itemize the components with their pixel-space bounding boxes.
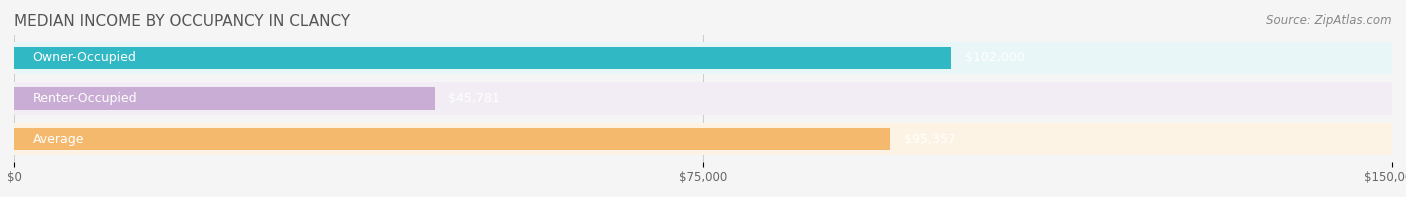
Text: Owner-Occupied: Owner-Occupied [32, 51, 136, 64]
Text: $95,357: $95,357 [904, 133, 956, 146]
Text: MEDIAN INCOME BY OCCUPANCY IN CLANCY: MEDIAN INCOME BY OCCUPANCY IN CLANCY [14, 14, 350, 29]
Bar [14, 128, 890, 150]
Text: Renter-Occupied: Renter-Occupied [32, 92, 136, 105]
Bar [14, 47, 950, 69]
Bar [14, 123, 1392, 155]
Bar [14, 42, 1392, 74]
Text: $102,000: $102,000 [965, 51, 1025, 64]
Text: $45,781: $45,781 [449, 92, 501, 105]
Text: Source: ZipAtlas.com: Source: ZipAtlas.com [1267, 14, 1392, 27]
Bar [14, 87, 434, 110]
Text: Average: Average [32, 133, 84, 146]
Bar [14, 82, 1392, 115]
